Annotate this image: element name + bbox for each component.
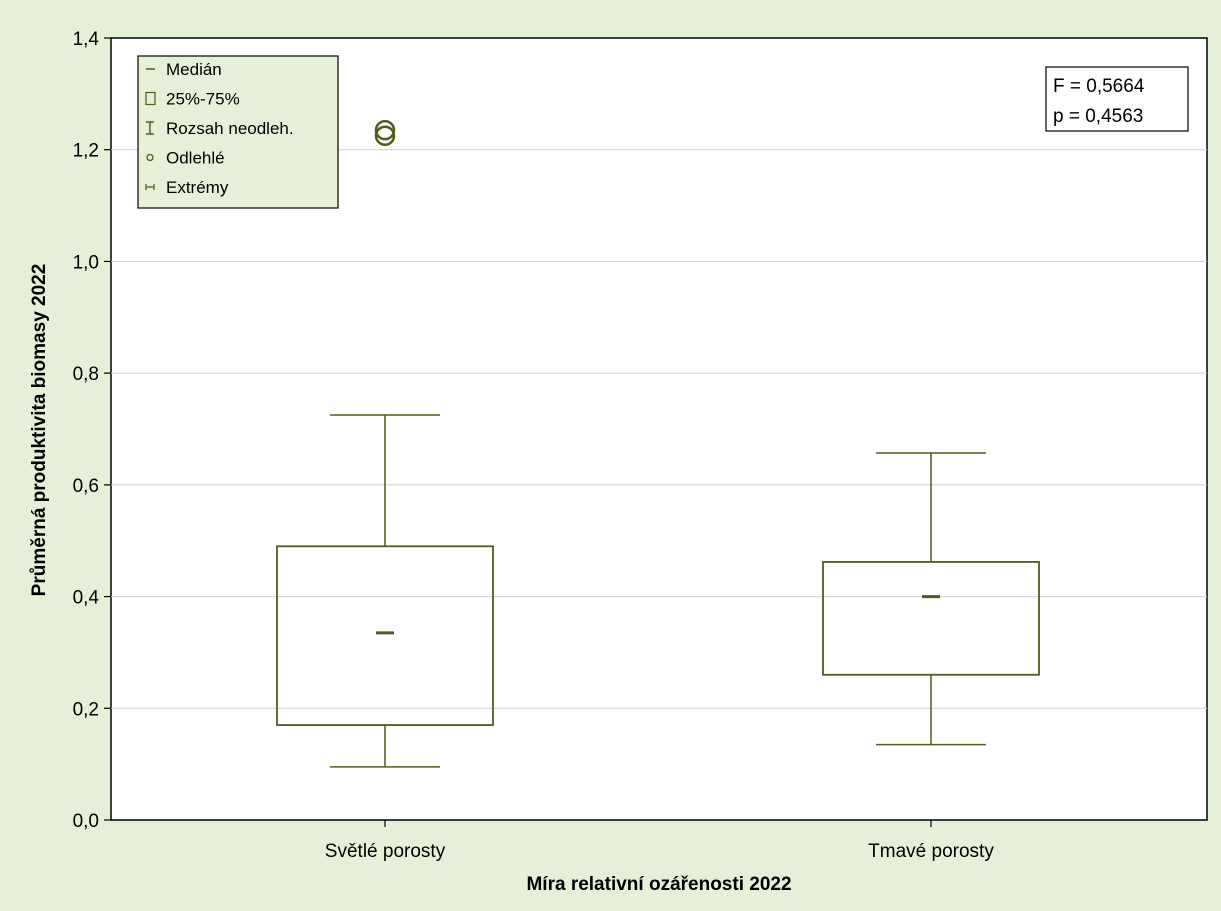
legend-label: 25%-75% — [166, 90, 240, 109]
legend-item: 25%-75% — [145, 90, 240, 109]
legend-label: Extrémy — [166, 178, 229, 197]
x-axis-ticks: Světlé porosty Tmavé porosty — [325, 820, 994, 862]
y-tick-label: 1,2 — [73, 141, 99, 162]
x-axis-title: Míra relativní ozářenosti 2022 — [526, 874, 791, 895]
outlier-legend-icon — [146, 153, 154, 162]
legend-item: Extrémy — [145, 178, 229, 197]
box-1 — [276, 119, 494, 768]
legend-item: Rozsah neodleh. — [146, 119, 294, 138]
legend-box — [137, 55, 339, 209]
y-tick-label: 0,8 — [73, 364, 99, 385]
y-axis-ticks: 0,0 0,2 0,4 0,6 0,8 1,0 1,2 1,4 — [73, 29, 111, 832]
y-tick-label: 1,0 — [73, 252, 99, 273]
outlier-point — [374, 125, 396, 146]
grid-lines — [111, 149, 1207, 709]
y-tick-label: 1,4 — [73, 29, 100, 50]
x-tick-label: Tmavé porosty — [868, 841, 994, 862]
outlier-point — [374, 119, 396, 141]
legend-label: Odlehlé — [166, 149, 225, 168]
legend: Medián 25%-75% Rozsah neodleh. Odlehlé Extré… — [137, 55, 339, 209]
y-tick-label: 0,0 — [73, 811, 99, 832]
y-tick-label: 0,6 — [73, 476, 99, 497]
extreme-legend-icon — [145, 184, 155, 190]
y-axis-title: Průměrná produktivita biomasy 2022 — [29, 264, 50, 597]
x-tick-label: Světlé porosty — [325, 841, 446, 862]
y-tick-label: 0,4 — [73, 588, 100, 609]
stats-box — [1045, 66, 1189, 132]
legend-item: Odlehlé — [146, 149, 225, 168]
stat-f: F = 0,5664 — [1053, 76, 1145, 97]
box-2 — [822, 452, 1040, 746]
legend-item: Medián — [146, 60, 222, 79]
box-legend-icon — [145, 91, 156, 106]
boxes — [276, 119, 1040, 768]
y-tick-label: 0,2 — [73, 699, 99, 720]
box-iqr — [822, 561, 1040, 676]
stats-annotation: F = 0,5664 p = 0,4563 — [1045, 66, 1189, 132]
legend-label: Medián — [166, 60, 222, 79]
legend-label: Rozsah neodleh. — [166, 119, 294, 138]
stat-p: p = 0,4563 — [1053, 106, 1143, 127]
box-iqr — [276, 545, 494, 726]
whisker-legend-icon — [146, 121, 154, 135]
